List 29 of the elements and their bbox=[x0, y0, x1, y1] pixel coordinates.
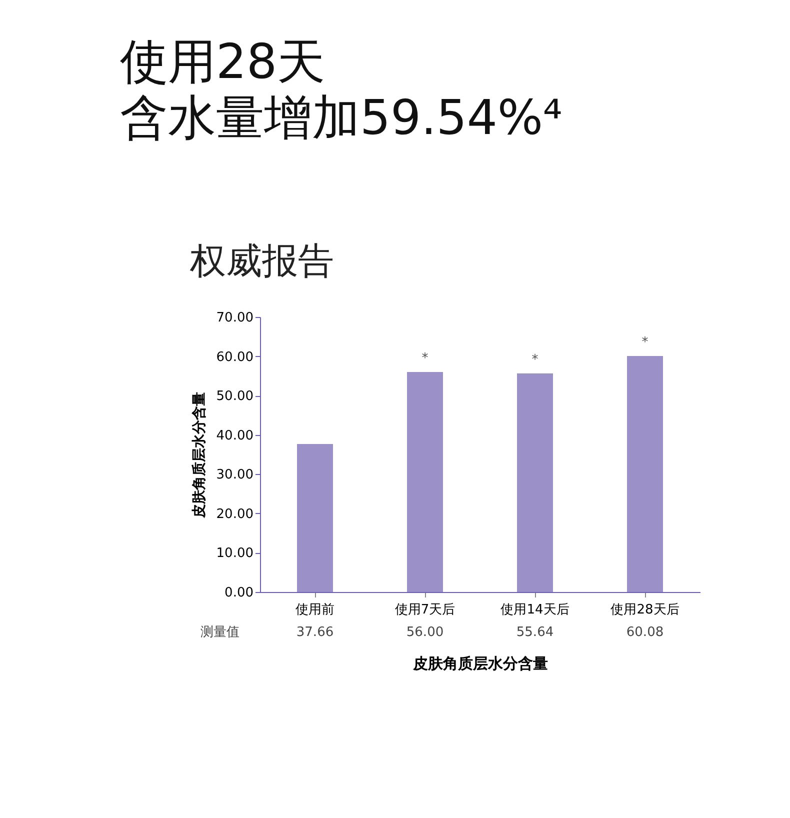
data-label: 37.66 bbox=[296, 625, 334, 640]
y-tick-label: 40.00 bbox=[216, 428, 254, 444]
annotation: * bbox=[532, 352, 539, 368]
x-tick-label: 使用14天后 bbox=[500, 602, 570, 618]
text: 权威报告 bbox=[189, 241, 334, 282]
bar bbox=[517, 373, 553, 592]
annotation: * bbox=[642, 334, 649, 350]
x-tick-label: 使用前 bbox=[296, 602, 334, 618]
y-tick-label: 20.00 bbox=[216, 506, 254, 522]
text: 测量值 bbox=[200, 625, 240, 640]
y-tick-label: 0.00 bbox=[224, 586, 254, 600]
data-label: 60.08 bbox=[626, 625, 664, 640]
y-tick-label: 70.00 bbox=[216, 310, 254, 326]
data-label: 56.00 bbox=[406, 625, 444, 640]
x-tick-label: 使用7天后 bbox=[394, 602, 456, 618]
y-tick-label: 10.00 bbox=[216, 546, 254, 562]
annotation: * bbox=[422, 351, 429, 366]
bar bbox=[407, 372, 443, 592]
bar bbox=[627, 356, 663, 592]
y-tick-label: 50.00 bbox=[216, 389, 254, 404]
y-axis-title: 皮肤角质层水分含量 bbox=[190, 392, 208, 519]
y-tick-label: 30.00 bbox=[216, 468, 254, 483]
chart-subtitle: 含水量增加59.54%⁴ bbox=[120, 90, 562, 146]
bar bbox=[297, 444, 333, 592]
x-axis-title: 皮肤角质层水分含量 bbox=[412, 654, 548, 672]
y-tick-label: 60.00 bbox=[216, 350, 254, 365]
x-tick-label: 使用28天后 bbox=[610, 602, 680, 618]
chart-title: 使用28天 bbox=[120, 34, 326, 90]
data-label: 55.64 bbox=[516, 625, 554, 640]
